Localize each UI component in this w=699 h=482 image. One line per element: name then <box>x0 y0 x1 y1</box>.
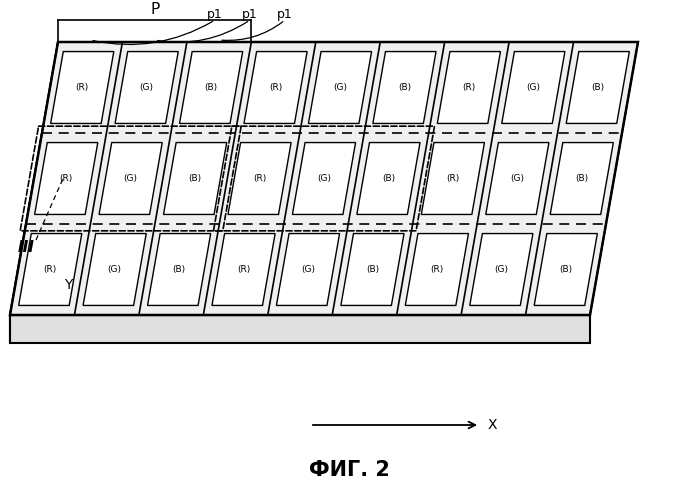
Text: (R): (R) <box>237 265 250 274</box>
Text: X: X <box>488 418 498 432</box>
Polygon shape <box>276 234 340 306</box>
Polygon shape <box>470 234 533 306</box>
Polygon shape <box>180 52 243 123</box>
Polygon shape <box>566 52 629 123</box>
Text: (B): (B) <box>173 265 186 274</box>
Polygon shape <box>357 143 420 214</box>
Text: (B): (B) <box>205 83 217 92</box>
Polygon shape <box>405 234 468 306</box>
Polygon shape <box>10 315 590 343</box>
Polygon shape <box>534 234 598 306</box>
Text: (G): (G) <box>108 265 122 274</box>
Polygon shape <box>502 52 565 123</box>
Text: P: P <box>150 2 159 17</box>
Text: III: III <box>18 241 35 255</box>
Text: p1: p1 <box>277 8 293 21</box>
Polygon shape <box>341 234 404 306</box>
Polygon shape <box>19 234 82 306</box>
Text: (B): (B) <box>575 174 589 183</box>
Text: (B): (B) <box>189 174 202 183</box>
Polygon shape <box>147 234 210 306</box>
Polygon shape <box>228 143 291 214</box>
Text: (G): (G) <box>333 83 347 92</box>
Text: ФИГ. 2: ФИГ. 2 <box>308 460 389 480</box>
Polygon shape <box>99 143 162 214</box>
Polygon shape <box>164 143 226 214</box>
Text: (R): (R) <box>431 265 443 274</box>
Polygon shape <box>438 52 500 123</box>
Text: (G): (G) <box>510 174 524 183</box>
Polygon shape <box>35 143 98 214</box>
Text: (G): (G) <box>140 83 154 92</box>
Polygon shape <box>10 42 638 315</box>
Text: (B): (B) <box>559 265 572 274</box>
Text: (R): (R) <box>43 265 57 274</box>
Text: p1: p1 <box>242 8 258 21</box>
Text: (B): (B) <box>382 174 395 183</box>
Text: (B): (B) <box>398 83 411 92</box>
Polygon shape <box>50 52 114 123</box>
Text: (G): (G) <box>526 83 540 92</box>
Polygon shape <box>373 52 436 123</box>
Text: (R): (R) <box>253 174 266 183</box>
Text: (R): (R) <box>269 83 282 92</box>
Polygon shape <box>83 234 146 306</box>
Polygon shape <box>244 52 307 123</box>
Text: (B): (B) <box>591 83 605 92</box>
Polygon shape <box>292 143 356 214</box>
Text: (G): (G) <box>317 174 331 183</box>
Polygon shape <box>10 42 58 343</box>
Text: (R): (R) <box>446 174 459 183</box>
Text: p1: p1 <box>207 8 223 21</box>
Polygon shape <box>115 52 178 123</box>
Polygon shape <box>421 143 484 214</box>
Polygon shape <box>308 52 372 123</box>
Text: Y: Y <box>64 278 72 292</box>
Text: (R): (R) <box>462 83 475 92</box>
Text: (G): (G) <box>301 265 315 274</box>
Polygon shape <box>550 143 613 214</box>
Polygon shape <box>212 234 275 306</box>
Text: (R): (R) <box>75 83 89 92</box>
Text: (R): (R) <box>59 174 73 183</box>
Text: (G): (G) <box>494 265 508 274</box>
Text: (B): (B) <box>366 265 379 274</box>
Polygon shape <box>486 143 549 214</box>
Text: (G): (G) <box>124 174 138 183</box>
